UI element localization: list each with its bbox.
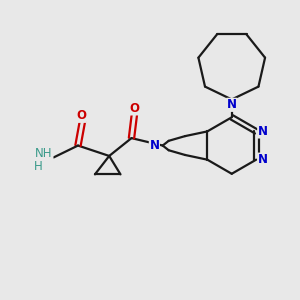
Text: H: H bbox=[34, 160, 43, 173]
Text: O: O bbox=[76, 109, 86, 122]
Text: O: O bbox=[130, 102, 140, 115]
Text: N: N bbox=[227, 98, 237, 111]
Text: N: N bbox=[149, 139, 159, 152]
Text: N: N bbox=[258, 125, 268, 138]
Text: N: N bbox=[258, 153, 268, 166]
Text: NH: NH bbox=[35, 147, 53, 161]
